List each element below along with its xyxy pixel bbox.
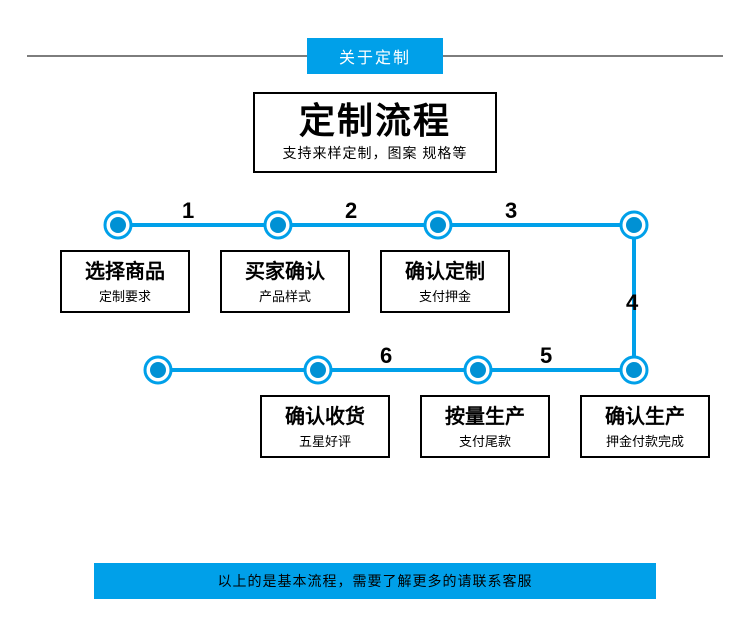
step-sub: 产品样式 xyxy=(222,286,348,305)
step-sub: 支付尾款 xyxy=(422,431,548,450)
step-title: 按量生产 xyxy=(422,405,548,429)
step-box-3: 确认定制 支付押金 xyxy=(380,250,510,313)
bottom-bar: 以上的是基本流程，需要了解更多的请联系客服 xyxy=(94,563,656,599)
step-number-5: 5 xyxy=(540,343,552,369)
step-sub: 支付押金 xyxy=(382,286,508,305)
step-number-3: 3 xyxy=(505,198,517,224)
page-root: 关于定制 定制流程 支持来样定制，图案 规格等 1 2 3 4 5 6 选择商品… xyxy=(0,0,750,637)
step-sub: 定制要求 xyxy=(62,286,188,305)
main-title: 定制流程 xyxy=(283,100,468,141)
step-box-1: 选择商品 定制要求 xyxy=(60,250,190,313)
step-number-2: 2 xyxy=(345,198,357,224)
hline-left xyxy=(27,55,307,57)
step-number-4: 4 xyxy=(626,290,638,316)
step-sub: 押金付款完成 xyxy=(582,431,708,450)
step-number-6: 6 xyxy=(380,343,392,369)
step-box-6: 确认收货 五星好评 xyxy=(260,395,390,458)
step-title: 确认生产 xyxy=(582,405,708,429)
subtitle: 支持来样定制，图案 规格等 xyxy=(283,143,468,163)
top-banner: 关于定制 xyxy=(0,38,750,74)
title-box: 定制流程 支持来样定制，图案 规格等 xyxy=(253,92,498,173)
step-sub: 五星好评 xyxy=(262,431,388,450)
step-title: 选择商品 xyxy=(62,260,188,284)
title-block: 定制流程 支持来样定制，图案 规格等 xyxy=(0,92,750,173)
step-title: 买家确认 xyxy=(222,260,348,284)
step-title: 确认定制 xyxy=(382,260,508,284)
step-number-1: 1 xyxy=(182,198,194,224)
step-title: 确认收货 xyxy=(262,405,388,429)
step-box-5: 按量生产 支付尾款 xyxy=(420,395,550,458)
step-box-2: 买家确认 产品样式 xyxy=(220,250,350,313)
step-box-4: 确认生产 押金付款完成 xyxy=(580,395,710,458)
top-label: 关于定制 xyxy=(307,38,443,74)
hline-right xyxy=(443,55,723,57)
